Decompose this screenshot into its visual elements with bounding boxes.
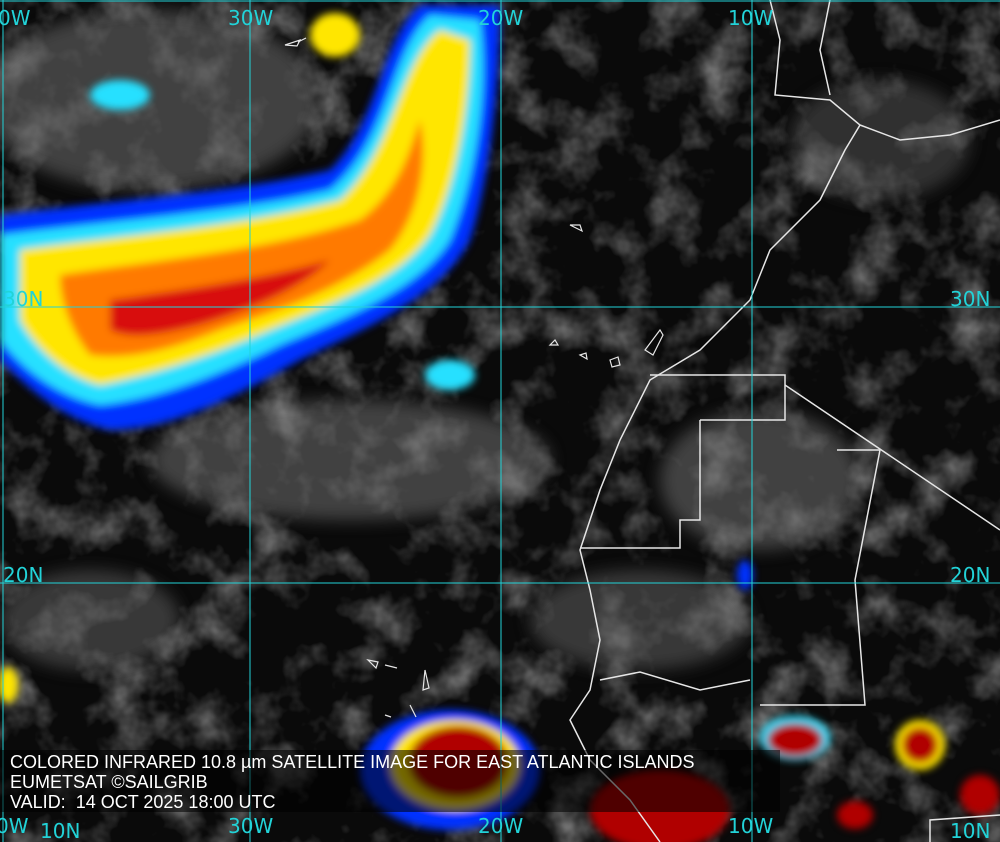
lon-label-top-30w: 30W (228, 6, 274, 30)
lat-label-right-30n: 30N (950, 287, 991, 311)
lon-label-top-40w: 0W (0, 6, 31, 30)
lat-label-right-10n: 10N (950, 819, 991, 842)
lon-label-bottom-30w: 30W (228, 814, 274, 838)
lon-label-bottom-10w: 10W (728, 814, 774, 838)
lat-label-left-10n: 10N (40, 819, 81, 842)
lat-label-right-20n: 20N (950, 563, 991, 587)
lon-label-bottom-40w: 0W (0, 814, 29, 838)
islands (284, 37, 664, 718)
caption-title: COLORED INFRARED 10.8 µm SATELLITE IMAGE… (10, 752, 695, 772)
caption-box: COLORED INFRARED 10.8 µm SATELLITE IMAGE… (0, 750, 780, 812)
gray-clouds (0, 10, 970, 670)
lat-label-left-30n: 30N (3, 287, 44, 311)
coastlines (569, 0, 1000, 842)
lon-label-bottom-20w: 20W (478, 814, 524, 838)
lon-label-top-20w: 20W (478, 6, 524, 30)
lat-label-left-20n: 20N (3, 563, 44, 587)
caption-source: EUMETSAT ©SAILGRIB (10, 772, 208, 792)
caption-valid-time: VALID: 14 OCT 2025 18:00 UTC (10, 792, 276, 812)
lon-label-top-10w: 10W (728, 6, 774, 30)
